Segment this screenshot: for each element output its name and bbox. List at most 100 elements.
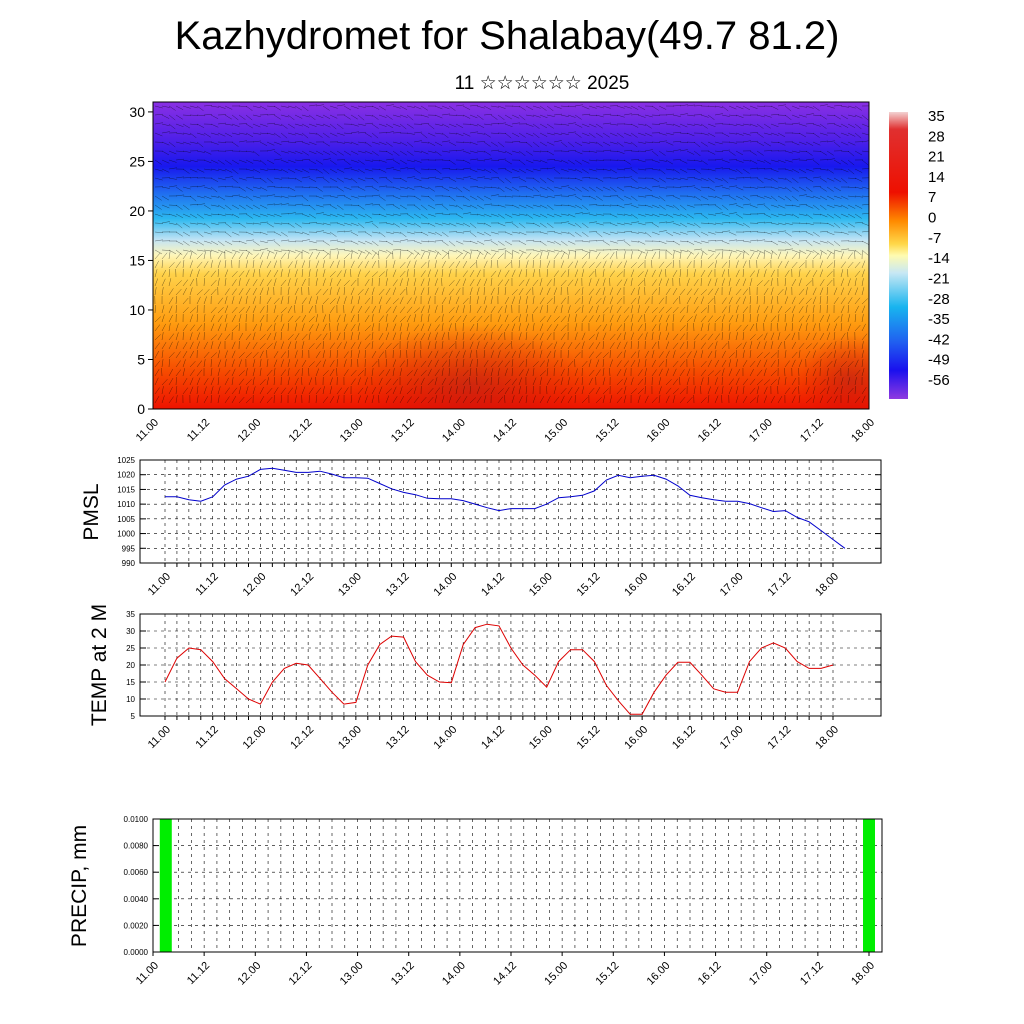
wind-barb — [168, 278, 172, 287]
wind-barb — [301, 123, 310, 128]
wind-barb — [735, 332, 738, 341]
wind-barb — [791, 240, 800, 246]
wind-barb — [490, 342, 496, 350]
wind-barb — [574, 260, 579, 269]
wind-barb — [518, 132, 526, 138]
wind-barb — [196, 150, 205, 153]
wind-barb — [588, 186, 596, 192]
wind-barb — [588, 114, 597, 117]
wind-barb — [637, 333, 643, 341]
wind-barb — [413, 240, 422, 244]
wind-barb — [623, 203, 632, 206]
wind-barb — [483, 324, 489, 332]
ytick-label: 0.0100 — [124, 815, 149, 824]
xtick-label: 15.12 — [575, 571, 603, 599]
wind-barb — [448, 105, 456, 111]
wind-barb — [287, 350, 290, 359]
wind-barb — [392, 287, 397, 296]
wind-barb — [826, 314, 830, 323]
wind-barb — [616, 287, 622, 296]
wind-barb — [658, 195, 666, 202]
wind-barb — [651, 168, 660, 171]
wind-barb — [840, 297, 846, 305]
wind-barb — [588, 262, 595, 269]
wind-barb — [665, 231, 674, 237]
wind-barb — [329, 248, 338, 251]
wind-barb — [532, 279, 539, 287]
wind-barb — [833, 204, 842, 208]
wind-barb — [861, 240, 869, 245]
wind-barb — [826, 249, 835, 255]
wind-barb — [434, 123, 443, 126]
wind-barb — [763, 204, 771, 211]
wind-barb — [532, 323, 535, 332]
xs-ytick-label: 5 — [137, 351, 145, 367]
wind-barb — [805, 323, 808, 332]
wind-barb — [280, 307, 287, 314]
xtick-label: 16.00 — [622, 571, 650, 599]
wind-barb — [574, 314, 577, 323]
wind-barb — [455, 132, 464, 137]
wind-barb — [308, 213, 316, 219]
wind-barb — [385, 343, 392, 350]
wind-barb — [728, 185, 737, 188]
wind-barb — [567, 350, 569, 359]
wind-barb — [518, 150, 526, 156]
wind-barb — [469, 168, 478, 173]
wind-barb — [623, 159, 631, 165]
wind-barb — [427, 269, 431, 278]
wind-barb — [525, 150, 533, 156]
wind-barb — [301, 141, 310, 145]
wind-barb — [196, 195, 205, 199]
wind-barb — [679, 231, 688, 235]
wind-barb — [560, 297, 567, 305]
wind-barb — [700, 213, 708, 219]
wind-barb — [168, 352, 175, 359]
wind-barb — [630, 262, 637, 269]
wind-barb — [546, 350, 552, 359]
wind-barb — [805, 177, 814, 182]
wind-barb — [182, 252, 188, 260]
wind-barb — [861, 341, 864, 350]
wind-barb — [651, 195, 660, 199]
wind-barb — [714, 167, 723, 170]
wind-barb — [448, 269, 452, 278]
wind-barb — [560, 251, 565, 260]
wind-barb — [273, 278, 277, 287]
wind-barb — [784, 231, 792, 237]
wind-barb — [189, 132, 197, 139]
wind-barb — [294, 159, 303, 162]
wind-barb — [175, 186, 183, 192]
wind-barb — [560, 324, 567, 332]
wind-barb — [441, 377, 447, 386]
wind-barb — [196, 253, 203, 260]
wind-barb — [420, 132, 428, 139]
wind-barb — [210, 288, 217, 296]
wind-barb — [616, 324, 622, 332]
wind-barb — [231, 341, 236, 350]
wind-barb — [490, 141, 498, 147]
wind-barb — [392, 195, 401, 200]
wind-barb — [175, 141, 184, 145]
wind-barb — [679, 288, 686, 296]
wind-barb — [259, 315, 265, 323]
wind-barb — [777, 251, 782, 260]
wind-barb — [546, 269, 548, 278]
wind-barb — [350, 395, 353, 404]
wind-barb — [154, 387, 160, 395]
wind-barb — [217, 377, 220, 386]
wind-barb — [245, 397, 252, 404]
wind-barb — [637, 350, 640, 359]
wind-barb — [371, 114, 379, 120]
wind-barb — [448, 386, 452, 395]
wind-barb — [343, 213, 352, 216]
wind-barb — [518, 114, 526, 121]
wind-barb — [196, 132, 205, 136]
wind-barb — [826, 323, 830, 332]
wind-barb — [826, 168, 834, 174]
wind-barb — [483, 260, 488, 269]
wind-barb — [721, 368, 725, 377]
wind-barb — [497, 240, 505, 246]
wind-barb — [518, 105, 526, 111]
wind-barb — [630, 168, 638, 174]
